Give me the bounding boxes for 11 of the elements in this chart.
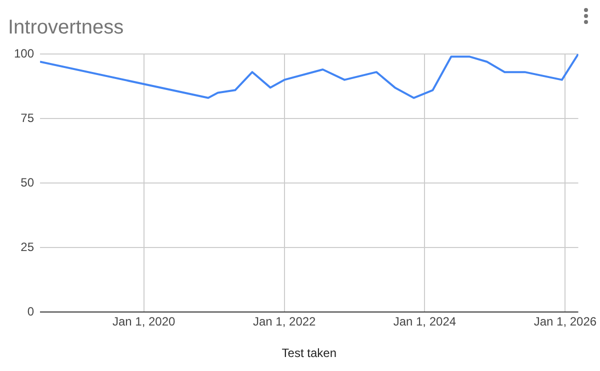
x-axis-title: Test taken xyxy=(282,346,336,360)
y-tick-label: 50 xyxy=(20,175,34,190)
y-tick-label: 25 xyxy=(20,240,34,254)
y-tick-label: 75 xyxy=(20,110,34,125)
x-tick-label: Jan 1, 2024 xyxy=(393,314,456,329)
x-tick-label: Jan 1, 2020 xyxy=(112,314,176,329)
x-tick-label: Jan 1, 2022 xyxy=(252,314,316,329)
x-tick-label: Jan 1, 2026 xyxy=(534,314,597,329)
chart-title: Introvertness xyxy=(8,16,124,39)
y-tick-label: 100 xyxy=(14,46,34,60)
y-tick-label: 0 xyxy=(27,304,34,319)
